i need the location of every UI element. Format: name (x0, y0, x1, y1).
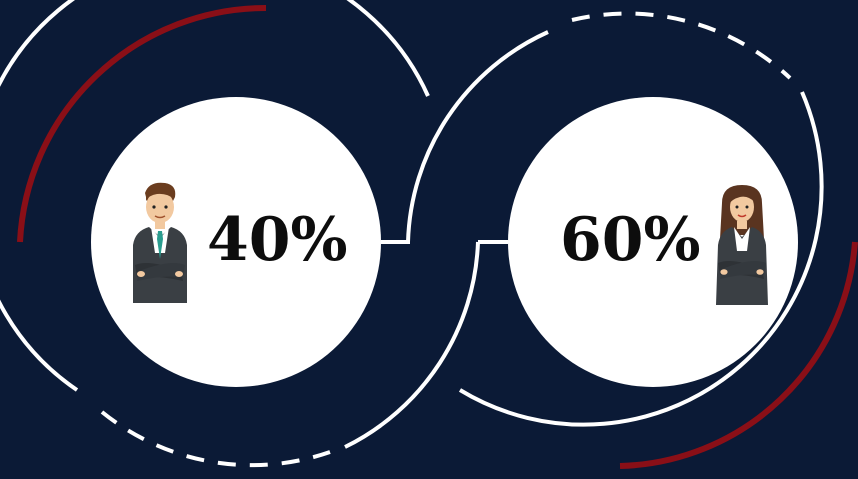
right-ring-solid-arc (458, 91, 824, 427)
male-businessman-icon (133, 182, 187, 303)
left-ring-solid-arc (0, 0, 430, 392)
right-ring-dashed-arc (571, 11, 792, 80)
left-ring-dashed-arc (100, 410, 331, 468)
right-percentage: 60% (560, 205, 701, 275)
right-ring-upper-arc (406, 30, 549, 243)
left-percentage: 40% (207, 205, 348, 275)
left-ring-lower-arc (344, 241, 480, 449)
left-accent-arc (17, 4, 267, 243)
left-stat-circle: 40% (91, 97, 381, 387)
right-stat-circle: 60% (508, 97, 798, 387)
female-businesswoman-icon (716, 185, 768, 305)
right-accent-arc (619, 241, 858, 469)
